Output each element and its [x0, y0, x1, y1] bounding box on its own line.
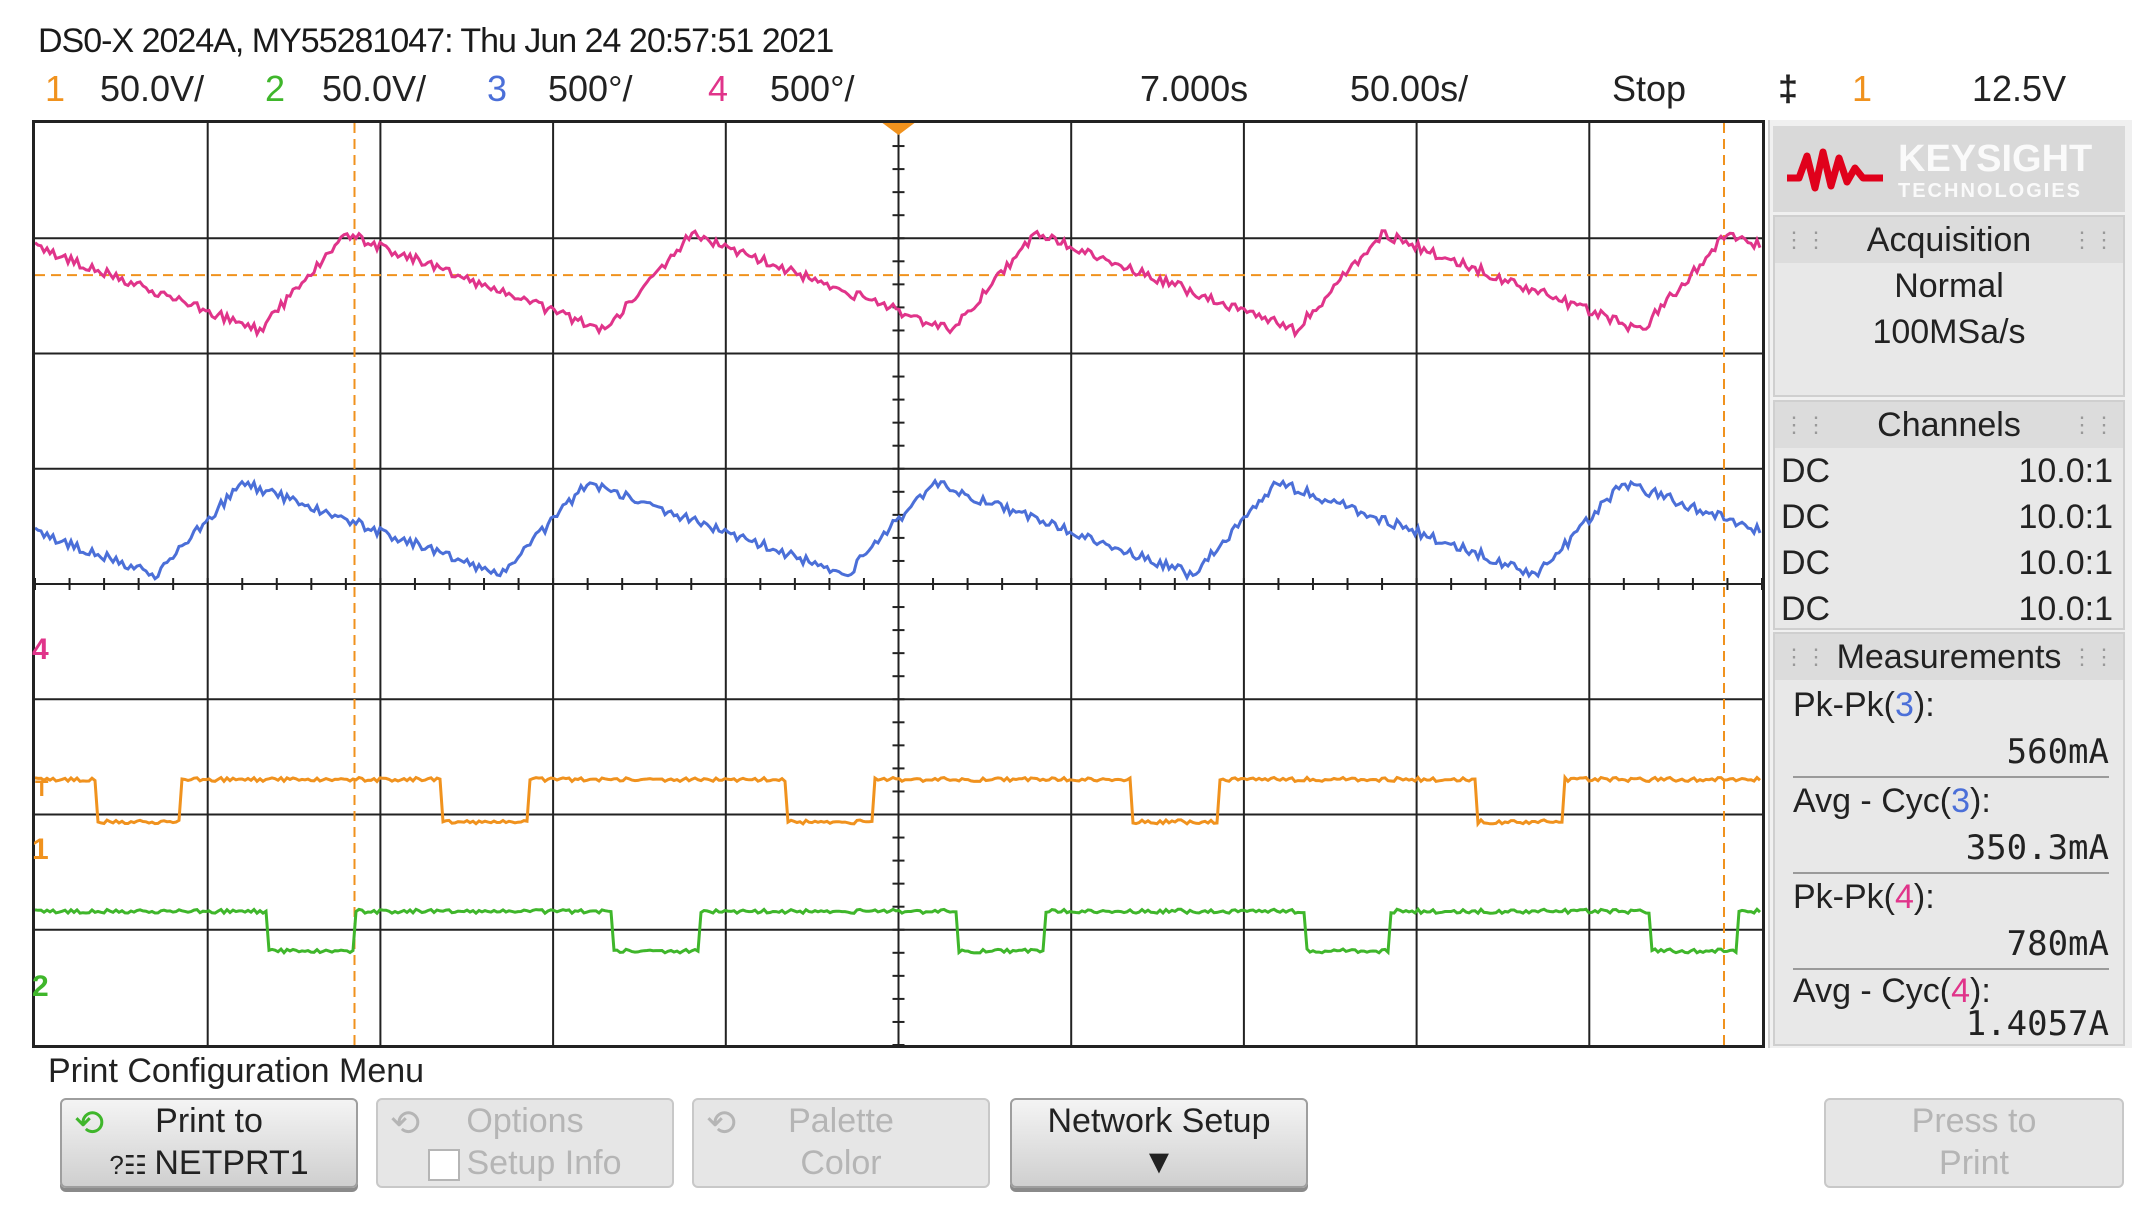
logo-line2: TECHNOLOGIES: [1898, 180, 2083, 202]
grip-icon: ⋮⋮: [1783, 412, 1827, 437]
trigger-position-marker: [882, 123, 915, 135]
graticule-grid: [35, 123, 1762, 1045]
ch3-scale[interactable]: 500°/: [548, 68, 633, 109]
horizontal-delay[interactable]: 7.000s: [1140, 68, 1249, 109]
trigger-level[interactable]: 12.5V: [1972, 68, 2067, 109]
ch2-coupling: DC: [1781, 498, 1831, 536]
trigger-edge-icon: ‡: [1778, 68, 1799, 109]
ch2-trace: [35, 906, 1762, 956]
softkey-line1: Options: [466, 1102, 584, 1140]
grip-icon: ⋮⋮: [2071, 412, 2115, 437]
softkey-line1: Press to: [1911, 1102, 2037, 1140]
ch1-coupling: DC: [1781, 452, 1831, 490]
ch2-scale[interactable]: 50.0V/: [322, 68, 427, 109]
measurement-label: Pk-Pk(3):: [1793, 686, 1935, 724]
scope-title-line: DS0-X 2024A, MY55281047: Thu Jun 24 20:5…: [38, 22, 834, 60]
ch4-probe: 10.0:1: [2018, 590, 2113, 628]
ch2-probe: 10.0:1: [2018, 498, 2113, 536]
ch3-number: 3: [487, 68, 508, 109]
softkey-line2: Setup Info: [378, 1142, 672, 1184]
network-printer-icon: ?☷: [109, 1150, 155, 1180]
measurement-value: 780mA: [2006, 924, 2109, 964]
trigger-source[interactable]: 1: [1852, 68, 1873, 109]
grip-icon: ⋮⋮: [1783, 644, 1827, 669]
softkey-line2: ?☷ NETPRT1: [109, 1144, 309, 1182]
divider: [1793, 776, 2109, 778]
ch1-trace: [35, 773, 1762, 828]
softkey-line1: Network Setup: [1047, 1102, 1271, 1140]
rotate-knob-icon: ⟲: [706, 1102, 737, 1143]
ch2-number: 2: [265, 68, 286, 109]
softkey-line1: Palette: [788, 1102, 894, 1140]
softkey-line2: Color: [800, 1144, 882, 1182]
keysight-logo: KEYSIGHT TECHNOLOGIES: [1773, 126, 2125, 212]
ch1-scale[interactable]: 50.0V/: [100, 68, 205, 109]
channels-section[interactable]: Channels ⋮⋮ ⋮⋮ DC 10.0:1 DC 10.0:1 DC 10…: [1773, 400, 2125, 630]
divider: [1793, 968, 2109, 970]
waveform-display[interactable]: [32, 120, 1765, 1048]
setup-info-checkbox[interactable]: [428, 1149, 461, 1182]
rotate-knob-icon: ⟲: [390, 1102, 421, 1143]
acquisition-mode: Normal: [1894, 267, 2004, 305]
measurements-title: Measurements: [1775, 634, 2123, 680]
options-softkey[interactable]: ⟲ Options Setup Info: [376, 1098, 674, 1188]
grip-icon: ⋮⋮: [2071, 644, 2115, 669]
measurement-label: Avg - Cyc(3):: [1793, 782, 1991, 820]
ch4-number: 4: [708, 68, 729, 109]
run-state[interactable]: Stop: [1612, 68, 1687, 109]
grip-icon: ⋮⋮: [1783, 227, 1827, 252]
ch4-coupling: DC: [1781, 590, 1831, 628]
keysight-wave-icon: [1787, 148, 1883, 192]
ch1-number: 1: [45, 68, 66, 109]
divider: [1793, 872, 2109, 874]
ch4-trace: [35, 229, 1762, 339]
timebase-scale[interactable]: 50.00s/: [1350, 68, 1469, 109]
ch3-coupling: DC: [1781, 544, 1831, 582]
channels-title: Channels: [1775, 402, 2123, 448]
ch4-scale[interactable]: 500°/: [770, 68, 855, 109]
logo-line1: KEYSIGHT: [1898, 138, 2093, 180]
network-setup-softkey[interactable]: Network Setup ▼: [1010, 1098, 1308, 1188]
palette-softkey[interactable]: ⟲ Palette Color: [692, 1098, 990, 1188]
measurement-label: Pk-Pk(4):: [1793, 878, 1935, 916]
press-to-print-softkey[interactable]: Press to Print: [1824, 1098, 2124, 1188]
grip-icon: ⋮⋮: [2071, 227, 2115, 252]
softkey-line1: Print to: [155, 1102, 263, 1140]
sample-rate: 100MSa/s: [1872, 313, 2026, 351]
measurement-value: 560mA: [2006, 732, 2109, 772]
ch1-ground-marker[interactable]: 1: [32, 833, 49, 866]
acquisition-section[interactable]: Acquisition ⋮⋮ ⋮⋮ Normal 100MSa/s: [1773, 215, 2125, 397]
measurement-value: 1.4057A: [1965, 1004, 2109, 1044]
menu-title: Print Configuration Menu: [48, 1052, 425, 1090]
softkey-line2: Print: [1939, 1144, 2009, 1182]
ch1-probe: 10.0:1: [2018, 452, 2113, 490]
print-to-softkey[interactable]: ⟲ Print to ?☷ NETPRT1: [60, 1098, 358, 1188]
ch3-probe: 10.0:1: [2018, 544, 2113, 582]
rotate-knob-icon: ⟲: [74, 1102, 105, 1143]
acquisition-title: Acquisition: [1775, 217, 2123, 263]
ch2-ground-marker[interactable]: 2: [32, 970, 49, 1003]
ch3-trace: [35, 477, 1762, 582]
ch4-ground-marker[interactable]: 4: [32, 633, 49, 666]
measurements-section[interactable]: Measurements ⋮⋮ ⋮⋮ Pk-Pk(3): 560mA Avg -…: [1773, 632, 2125, 1046]
trigger-level-marker[interactable]: T: [35, 776, 49, 801]
measurement-value: 350.3mA: [1965, 828, 2109, 868]
submenu-arrow-icon: ▼: [1142, 1143, 1176, 1181]
waveform-svg: [35, 123, 1762, 1045]
measurement-label: Avg - Cyc(4):: [1793, 972, 1991, 1010]
